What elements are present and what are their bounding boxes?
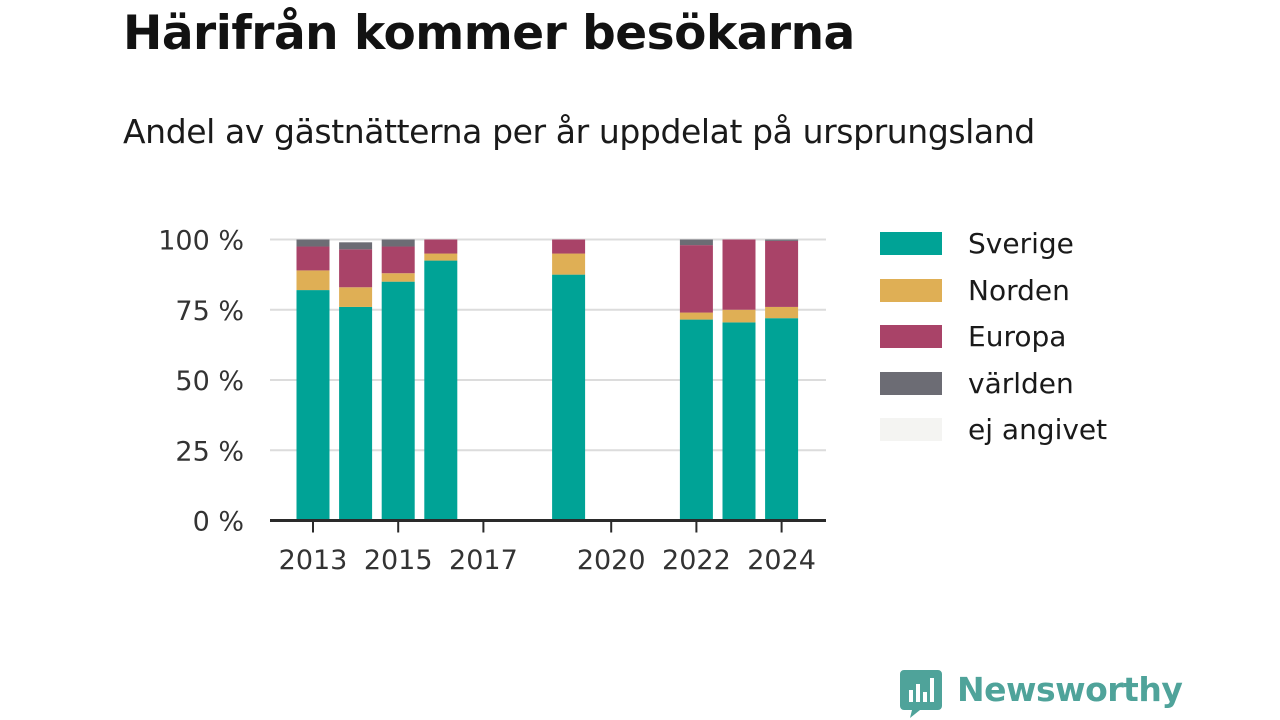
bar-segment	[679, 245, 713, 313]
y-tick-label: 0 %	[193, 507, 244, 538]
chart-subtitle: Andel av gästnätterna per år uppdelat på…	[123, 112, 1035, 151]
bar-segment	[381, 273, 415, 282]
legend-swatch	[880, 232, 942, 255]
bar-segment	[722, 322, 756, 521]
bar-segment	[381, 246, 415, 274]
bar-segment	[381, 281, 415, 521]
bar-segment	[765, 239, 799, 241]
y-tick-label: 75 %	[175, 296, 244, 327]
bar-segment	[296, 270, 330, 291]
legend-swatch	[880, 278, 942, 302]
bar-segment	[679, 239, 713, 246]
legend-swatch	[880, 371, 942, 395]
x-tick-label: 2024	[747, 545, 816, 576]
bar-segment	[339, 306, 373, 521]
bar-segment	[339, 242, 373, 250]
bar-segment	[424, 260, 458, 521]
bar-segment	[552, 274, 586, 521]
legend-label: ej angivet	[968, 413, 1108, 446]
legend-label: Norden	[968, 273, 1070, 307]
axes	[270, 519, 826, 533]
x-tick-label: 2013	[279, 545, 348, 576]
bar-segment	[679, 319, 713, 521]
y-tick-label: 50 %	[175, 366, 244, 397]
x-tick-label: 2015	[364, 545, 433, 576]
bar-segment	[296, 239, 330, 247]
bars	[296, 239, 799, 521]
tick-labels: 0 % 25 % 50 % 75 % 100 % 2013 2015 2017 2020 2022…	[158, 226, 816, 577]
x-tick-label: 2020	[577, 545, 646, 576]
bar-segment	[296, 290, 330, 521]
bar-segment	[424, 253, 458, 261]
bar-segment	[381, 239, 415, 247]
bar-segment	[552, 253, 586, 275]
y-tick-label: 100 %	[158, 226, 244, 257]
x-tick-label: 2017	[449, 545, 518, 576]
legend-swatch	[880, 418, 942, 441]
bar-segment	[552, 239, 586, 254]
chart-title: Härifrån kommer besökarna	[123, 6, 855, 61]
bar-segment	[339, 249, 373, 288]
bar-segment	[765, 306, 799, 319]
legend-label: Europa	[968, 320, 1067, 353]
newsworthy-logo-icon	[900, 670, 942, 718]
brand-name: Newsworthy	[957, 670, 1183, 709]
legend-label: Sverige	[968, 227, 1074, 260]
bar-segment	[722, 309, 756, 323]
x-tick-label: 2022	[662, 545, 731, 576]
bar-segment	[765, 240, 799, 307]
bar-segment	[424, 239, 458, 254]
y-tick-label: 25 %	[175, 436, 244, 467]
bar-segment	[722, 239, 756, 310]
bar-segment	[679, 312, 713, 320]
bar-segment	[296, 246, 330, 271]
legend-swatch	[880, 325, 942, 348]
bar-segment	[765, 318, 799, 521]
bar-segment	[339, 287, 373, 307]
legend-label: världen	[968, 366, 1074, 400]
